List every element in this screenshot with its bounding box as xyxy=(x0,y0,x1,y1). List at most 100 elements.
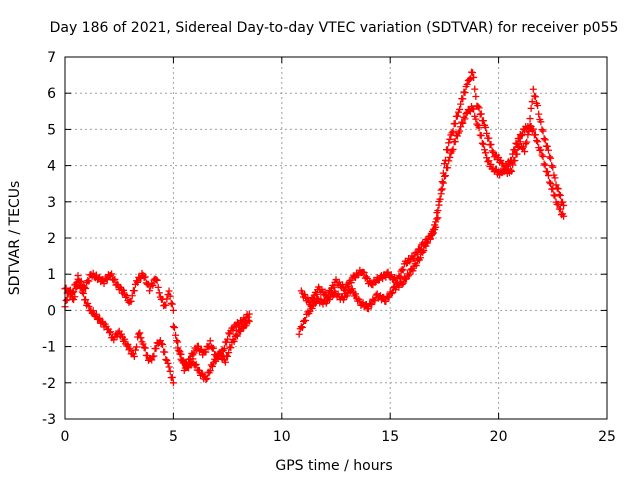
data-point xyxy=(507,166,515,174)
data-point xyxy=(479,117,487,125)
data-point xyxy=(165,363,173,371)
data-point xyxy=(169,323,177,331)
data-point xyxy=(513,150,521,158)
data-point xyxy=(539,127,547,135)
data-point xyxy=(387,290,395,298)
data-point xyxy=(472,93,480,101)
y-tick-label: 7 xyxy=(47,50,56,66)
data-point xyxy=(473,120,481,128)
data-point xyxy=(233,332,241,340)
data-point xyxy=(304,294,312,302)
data-point xyxy=(183,361,191,369)
data-point xyxy=(208,362,216,370)
data-point xyxy=(461,115,469,123)
data-point xyxy=(446,153,454,161)
data-point xyxy=(451,119,459,127)
data-point xyxy=(541,161,549,169)
data-point xyxy=(426,235,434,243)
data-point xyxy=(82,284,90,292)
data-point xyxy=(323,294,331,302)
data-point xyxy=(530,92,538,100)
data-point xyxy=(543,168,551,176)
data-point xyxy=(180,366,188,374)
data-point xyxy=(487,140,495,148)
data-point xyxy=(224,352,232,360)
data-point xyxy=(412,262,420,270)
data-point xyxy=(133,343,141,351)
data-point xyxy=(110,276,118,284)
data-point xyxy=(556,205,564,213)
data-point xyxy=(406,270,414,278)
y-tick-label: 6 xyxy=(47,86,56,102)
data-point xyxy=(139,340,147,348)
data-point xyxy=(202,348,210,356)
data-point xyxy=(375,276,383,284)
data-point xyxy=(525,128,533,136)
data-point xyxy=(526,122,534,130)
data-point xyxy=(343,292,351,300)
data-point xyxy=(430,229,438,237)
data-point xyxy=(417,254,425,262)
data-point xyxy=(410,254,418,262)
data-point xyxy=(141,273,149,281)
data-point xyxy=(198,369,206,377)
data-point xyxy=(451,138,459,146)
data-point xyxy=(527,104,535,112)
data-point xyxy=(81,283,89,291)
data-point xyxy=(409,267,417,275)
data-point xyxy=(76,278,84,286)
data-point xyxy=(161,348,169,356)
chart-title: Day 186 of 2021, Sidereal Day-to-day VTE… xyxy=(50,20,619,36)
y-tick-label: 2 xyxy=(47,231,56,247)
data-point xyxy=(465,76,473,84)
y-tick-label: -3 xyxy=(42,412,56,428)
data-point xyxy=(465,106,473,114)
y-tick-label: 0 xyxy=(47,303,56,319)
data-point xyxy=(392,278,400,286)
data-point xyxy=(105,329,113,337)
data-point xyxy=(327,288,335,296)
data-point xyxy=(89,307,97,315)
data-point xyxy=(130,287,138,295)
data-point xyxy=(544,146,552,154)
data-point xyxy=(168,373,176,381)
data-point xyxy=(445,139,453,147)
data-point xyxy=(127,297,135,305)
data-point xyxy=(173,337,181,345)
data-point xyxy=(440,172,448,180)
data-point xyxy=(102,275,110,283)
data-point xyxy=(141,344,149,352)
data-point xyxy=(174,338,182,346)
data-point xyxy=(546,178,554,186)
data-point xyxy=(539,152,547,160)
data-point xyxy=(308,304,316,312)
data-point xyxy=(79,289,87,297)
data-point xyxy=(458,118,466,126)
data-point xyxy=(556,192,564,200)
data-point xyxy=(130,353,138,361)
data-point xyxy=(77,277,85,285)
data-point xyxy=(534,102,542,110)
data-point xyxy=(154,283,162,291)
data-point xyxy=(461,89,469,97)
data-point xyxy=(485,157,493,165)
data-point xyxy=(546,153,554,161)
data-point xyxy=(136,329,144,337)
data-point xyxy=(456,127,464,135)
data-point xyxy=(415,245,423,253)
data-point xyxy=(462,110,470,118)
data-point xyxy=(488,147,496,155)
data-point xyxy=(552,181,560,189)
data-point xyxy=(535,110,543,118)
data-point xyxy=(221,358,229,366)
data-point xyxy=(405,272,413,280)
data-point xyxy=(214,354,222,362)
data-point xyxy=(511,157,519,165)
data-point xyxy=(487,160,495,168)
data-point xyxy=(537,146,545,154)
data-point xyxy=(474,103,482,111)
data-point xyxy=(534,138,542,146)
data-point xyxy=(508,167,516,175)
data-point xyxy=(547,180,555,188)
data-point xyxy=(478,139,486,147)
